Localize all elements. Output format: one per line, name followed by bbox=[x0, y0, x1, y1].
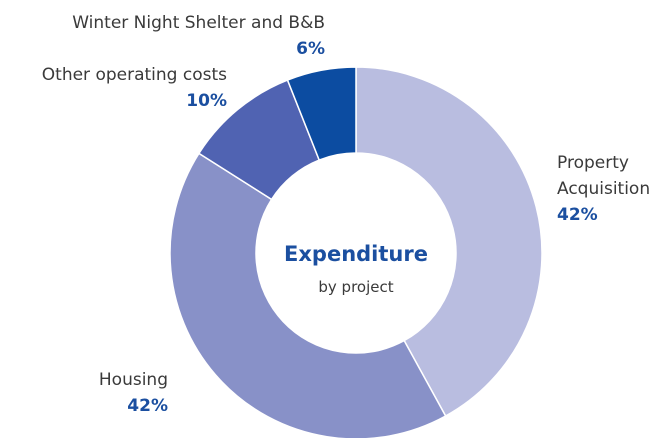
slice-label: Other operating costs 10% bbox=[0, 62, 227, 114]
slice-label: Winter Night Shelter and B&B 6% bbox=[0, 10, 325, 62]
value-label: 6% bbox=[296, 39, 325, 59]
center-subtitle: by project bbox=[318, 278, 394, 296]
category-label: Winter Night Shelter and B&B bbox=[72, 13, 325, 33]
center-title: Expenditure bbox=[284, 242, 428, 266]
category-label: Housing bbox=[98, 370, 168, 390]
slice-label: Property Acquisition 42% bbox=[557, 150, 670, 228]
donut-slice bbox=[169, 152, 447, 438]
donut-slice bbox=[286, 66, 357, 161]
value-label: 42% bbox=[127, 396, 168, 416]
donut-slice bbox=[355, 66, 543, 418]
category-label: Other operating costs bbox=[41, 65, 227, 85]
value-label: 10% bbox=[186, 91, 227, 111]
category-label: Property Acquisition bbox=[557, 153, 651, 199]
slice-label: Housing 42% bbox=[40, 367, 168, 419]
value-label: 42% bbox=[557, 205, 598, 225]
